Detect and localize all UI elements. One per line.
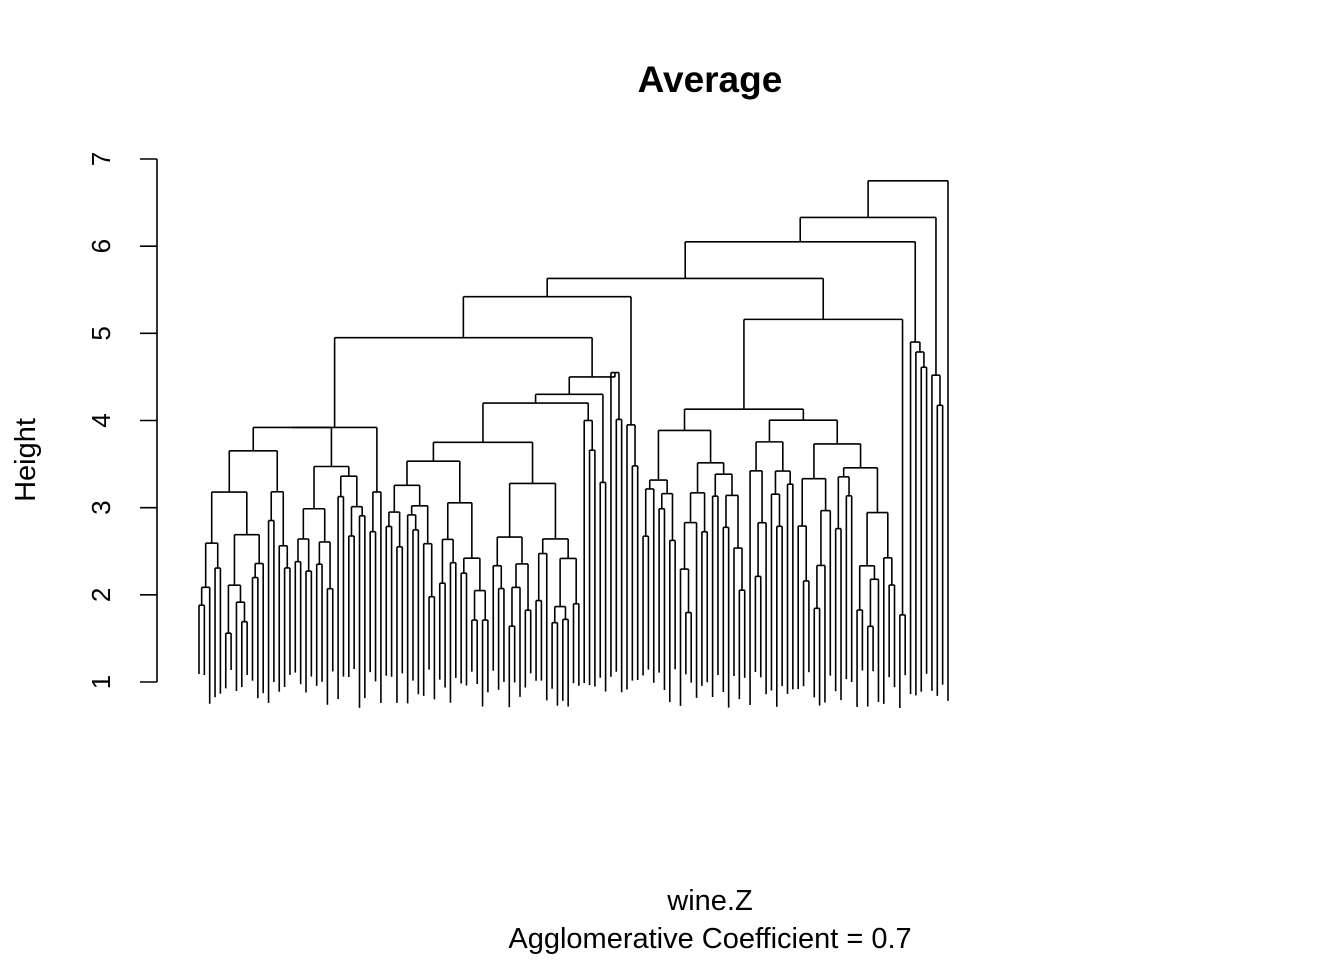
y-tick-label: 2 (86, 588, 116, 602)
y-tick-label: 7 (86, 152, 116, 166)
y-tick-label: 3 (86, 500, 116, 514)
y-axis-label: Height (10, 418, 42, 502)
y-tick-label: 5 (86, 326, 116, 340)
chart-title: Average (638, 59, 783, 100)
x-axis-label: wine.Z (666, 885, 752, 917)
y-tick-label: 6 (86, 239, 116, 253)
subtitle-coefficient: Agglomerative Coefficient = 0.7 (508, 923, 911, 955)
dendrogram-tree (198, 179, 949, 708)
y-tick-label: 1 (86, 675, 116, 689)
y-axis: 1 2 3 4 5 6 7 (86, 152, 158, 689)
y-tick-label: 4 (86, 413, 116, 427)
